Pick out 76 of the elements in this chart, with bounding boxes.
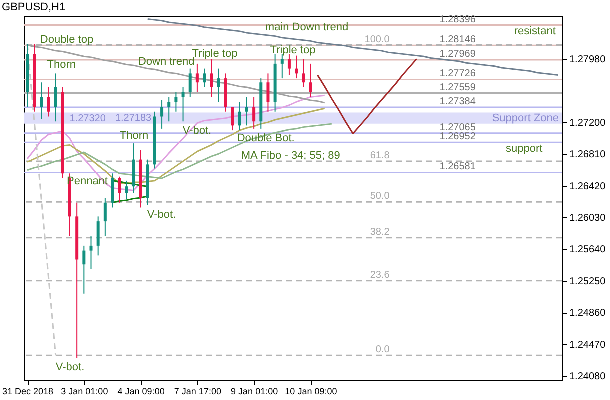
x-tick-label: 3 Jan 01:00: [61, 386, 108, 396]
candlestick: [174, 92, 178, 112]
y-tick-label: 1.25250: [570, 276, 606, 288]
annotation: 23.6: [370, 270, 390, 281]
annotation: 0.0: [376, 344, 390, 356]
candlestick: [295, 55, 298, 80]
ref-line-label: 1.27384: [440, 96, 476, 108]
annotation: Thorn: [120, 130, 149, 142]
candlestick: [196, 63, 199, 93]
annotation: Double top: [40, 34, 94, 46]
annotation: 38.2: [370, 226, 390, 238]
ref-line-label: 1.27969: [440, 48, 476, 60]
y-tick-label: 1.25640: [570, 244, 606, 256]
x-tick-label: 9 Jan 01:00: [231, 386, 278, 396]
candlestick: [168, 96, 171, 122]
candlestick: [182, 87, 185, 122]
annotation: Triple top: [270, 44, 316, 57]
y-tick-label: 1.26810: [570, 150, 606, 161]
ref-line-label: 1.27726: [440, 68, 476, 80]
annotation: 61.8: [370, 150, 390, 162]
ref-line-label: 1.26581: [440, 162, 476, 173]
annotation: resistant: [514, 25, 556, 38]
annotation: 1.27320: [70, 114, 106, 125]
candlestick: [188, 68, 192, 98]
annotation: Double Bot.: [237, 132, 295, 145]
line-series: [317, 58, 418, 135]
candlestick: [104, 198, 107, 237]
line-series: [26, 44, 326, 104]
annotation: support: [506, 143, 543, 156]
candlestick: [309, 63, 312, 98]
annotation: 50.0: [370, 191, 390, 202]
annotation: 100.0: [364, 34, 390, 46]
candlestick: [266, 73, 270, 112]
candlestick: [231, 106, 234, 132]
y-tick-label: 1.26030: [570, 213, 606, 224]
y-tick-label: 1.27980: [570, 54, 606, 66]
ref-line-label: 1.27559: [440, 82, 476, 94]
ref-line-label: 1.28396: [440, 14, 476, 26]
candlestick: [125, 180, 128, 200]
band-label: Support Zone: [492, 112, 559, 124]
ref-line-label: 1.27065: [440, 122, 476, 134]
candlestick: [90, 236, 93, 270]
x-tick-label: 7 Jan 17:00: [174, 386, 222, 396]
ref-line-label: 1.28146: [440, 34, 476, 46]
y-tick-label: 1.24860: [570, 308, 606, 320]
annotation: V-bot.: [147, 209, 176, 222]
candlestick: [302, 58, 306, 88]
candlestick: [210, 58, 214, 98]
annotation: V-bot.: [56, 362, 85, 374]
chart-title: GBPUSD,H1: [2, 1, 66, 14]
candlestick: [203, 68, 206, 88]
x-tick-label: 31 Dec 2018: [2, 386, 54, 396]
ref-line-label: 1.26952: [440, 132, 476, 143]
candlestick: [245, 96, 248, 126]
x-tick-label: 4 Jan 09:00: [118, 386, 165, 396]
candlestick: [160, 100, 164, 130]
candlestick: [238, 102, 242, 132]
annotation: Thorn: [47, 59, 76, 72]
y-tick-label: 1.27200: [570, 118, 606, 129]
annotation: V-bot.: [182, 125, 212, 138]
annotation: Down trend: [138, 56, 195, 68]
y-tick-label: 1.24080: [570, 371, 606, 382]
y-tick-label: 1.26420: [570, 181, 606, 192]
x-tick-label: 10 Jan 09:00: [285, 386, 338, 396]
candlestick: [40, 82, 44, 120]
annotation: main Down trend: [265, 22, 349, 34]
candlestick: [217, 68, 220, 103]
candlestick: [47, 87, 50, 118]
annotation: MA Fibo - 34; 55; 89: [241, 150, 340, 162]
annotation: 1.27183: [115, 112, 152, 124]
candlestick: [82, 245, 86, 294]
annotation: Triple top: [192, 48, 238, 60]
y-tick-label: 1.24470: [570, 340, 606, 351]
candlestick: [118, 176, 122, 204]
candlestick: [54, 73, 58, 122]
candlestick: [252, 96, 256, 130]
